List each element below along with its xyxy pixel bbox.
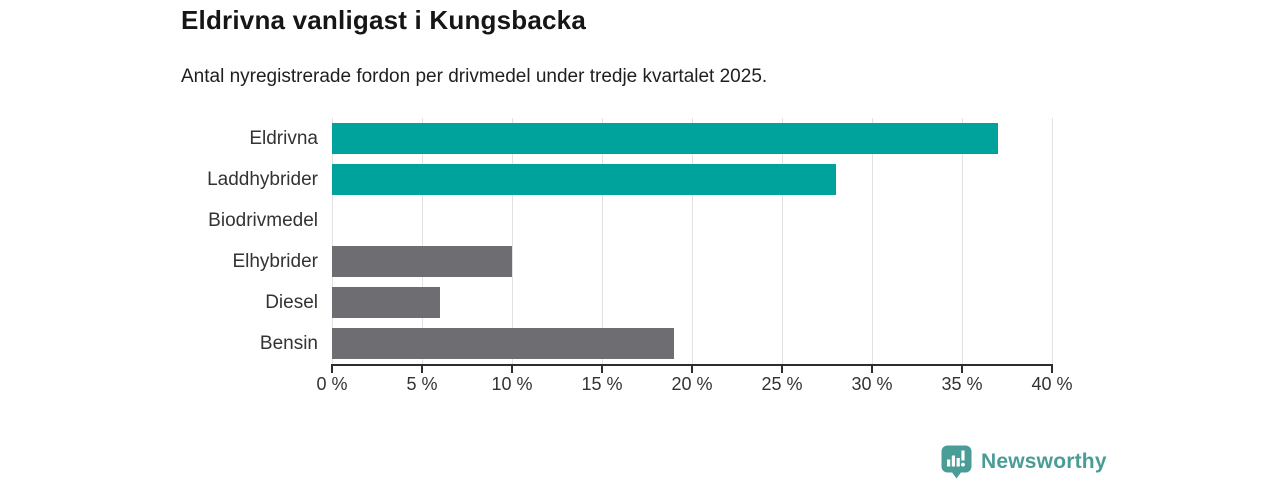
chart-subtitle: Antal nyregistrerade fordon per drivmede… — [181, 66, 768, 87]
x-axis-tick-35 — [961, 364, 963, 373]
x-axis-tick-25 — [781, 364, 783, 373]
x-axis-tick-label-25: 25 % — [761, 374, 803, 394]
gridline-5 — [421, 118, 423, 364]
gridline-35 — [961, 118, 963, 364]
gridline-30 — [871, 118, 873, 364]
gridline-15 — [601, 118, 603, 364]
newsworthy-wordmark: Newsworthy — [981, 450, 1107, 473]
y-label-eldrivna: Eldrivna — [249, 128, 318, 149]
gridline-25 — [781, 118, 783, 364]
plot-area: 0 % 5 % 10 % 15 % 20 % 25 % 30 % 35 % 40 % — [316, 118, 1073, 394]
x-axis-tick-0 — [331, 364, 333, 373]
newsworthy-logo: Newsworthy — [941, 445, 1107, 479]
x-axis-tick-label-0: 0 % — [316, 374, 348, 394]
x-axis-tick-15 — [601, 364, 603, 373]
y-axis-labels: Eldrivna Laddhybrider Biodrivmedel Elhybrid… — [0, 118, 318, 364]
x-axis-tick-label-20: 20 % — [671, 374, 713, 394]
gridline-40 — [1051, 118, 1053, 364]
x-axis-tick-20 — [691, 364, 693, 373]
chart-title: Eldrivna vanligast i Kungsbacka — [181, 5, 586, 35]
x-axis-tick-label-35: 35 % — [941, 374, 983, 394]
gridline-10 — [511, 118, 513, 364]
y-label-bensin: Bensin — [259, 333, 318, 354]
bar-eldrivna — [332, 123, 998, 154]
bar-elhybrider — [332, 246, 512, 277]
x-axis-tick-label-30: 30 % — [851, 374, 893, 394]
x-axis-tick-40 — [1051, 364, 1053, 373]
x-axis-tick-label-10: 10 % — [491, 374, 533, 394]
x-axis-tick-10 — [511, 364, 513, 373]
gridline-0 — [331, 118, 333, 364]
y-label-biodrivmedel: Biodrivmedel — [208, 210, 318, 231]
bar-chart-speech-bubble-icon — [941, 445, 972, 479]
x-axis-tick-5 — [421, 364, 423, 373]
x-axis-tick-30 — [871, 364, 873, 373]
x-axis-tick-label-15: 15 % — [581, 374, 623, 394]
x-axis-tick-label-40: 40 % — [1031, 374, 1073, 394]
bar-diesel — [332, 287, 440, 318]
bar-bensin — [332, 328, 674, 359]
y-label-elhybrider: Elhybrider — [232, 251, 318, 272]
bar-laddhybrider — [332, 164, 836, 195]
gridline-20 — [691, 118, 693, 364]
y-label-diesel: Diesel — [265, 292, 318, 313]
x-axis-tick-label-5: 5 % — [406, 374, 438, 394]
y-label-laddhybrider: Laddhybrider — [207, 169, 318, 190]
